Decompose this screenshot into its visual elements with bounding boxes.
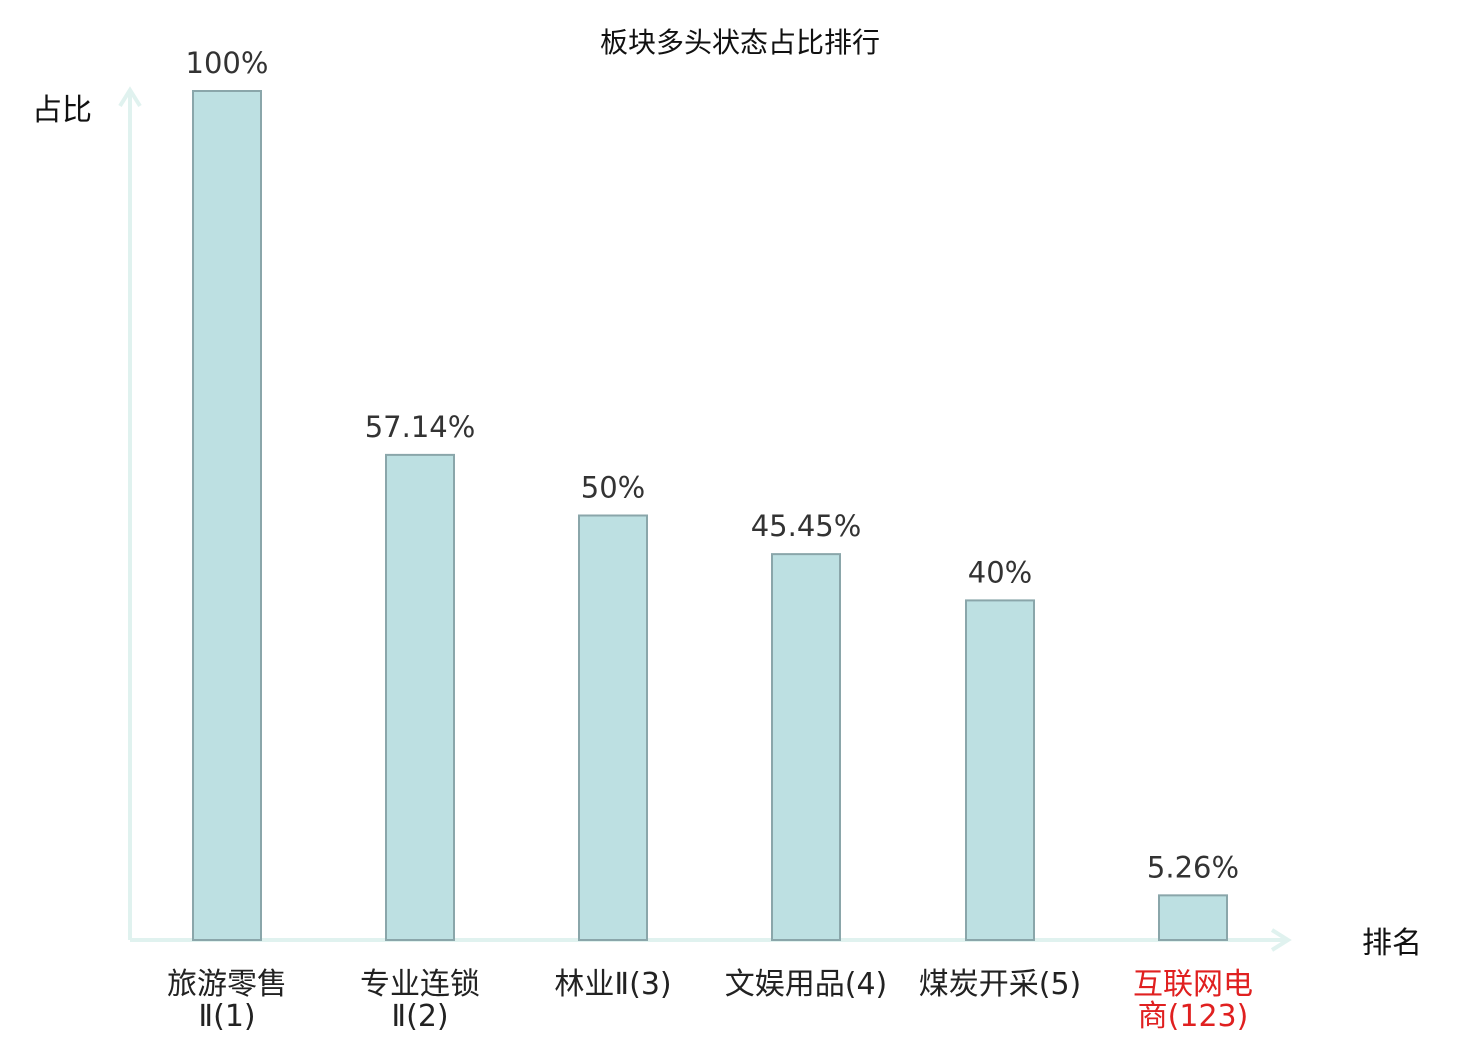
category-label-line2: Ⅱ(2) [391,999,448,1034]
bar-value-label: 50% [581,471,645,505]
x-axis-label: 排名 [1362,926,1422,961]
bar-value-label: 5.26% [1147,850,1239,884]
category-label: 林业Ⅱ(3) [554,967,671,1002]
y-axis-arrow-icon [118,86,142,108]
bar-value-label: 100% [186,46,269,80]
bar-value-label: 40% [968,555,1032,589]
bar-value-label: 57.14% [365,410,476,444]
y-axis-label: 占比 [32,93,92,128]
chart-title: 板块多头状态占比排行 [600,26,880,59]
category-label: 煤炭开采(5) [919,967,1082,1002]
bars-group [192,90,1228,942]
category-label-line2: 商(123) [1138,999,1249,1034]
bar [385,453,455,941]
axes [118,86,1292,952]
category-label-line2: Ⅱ(1) [198,999,255,1034]
bar-value-label: 45.45% [751,509,862,543]
value-labels-group: 100% 57.14% 50% 45.45% 40% 5.26% [186,46,1240,884]
category-label: 互联网电 [1133,967,1253,1002]
bar [578,514,648,941]
category-label: 旅游零售 [167,967,287,1002]
x-axis-arrow-icon [1270,928,1292,952]
bar [1158,894,1228,941]
category-label: 文娱用品(4) [725,967,888,1002]
bar [771,553,841,942]
bar [965,599,1035,942]
bar [192,90,262,941]
category-label: 专业连锁 [360,967,480,1002]
